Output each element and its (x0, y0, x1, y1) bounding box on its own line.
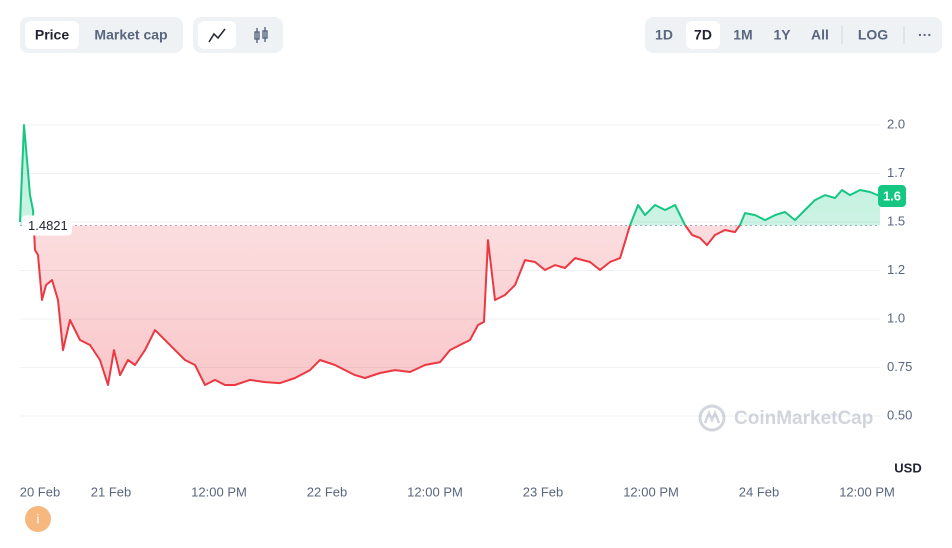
x-tick-label: 21 Feb (91, 484, 131, 499)
range-1d[interactable]: 1D (655, 27, 673, 43)
tab-active-bg (25, 21, 79, 49)
baseline-label: 1.4821 (28, 218, 68, 233)
candle-icon[interactable] (254, 27, 268, 43)
range-active-bg (686, 21, 720, 49)
baseline-tag (22, 215, 72, 236)
range-1y[interactable]: 1Y (773, 27, 791, 43)
x-tick-label: 12:00 PM (623, 484, 679, 499)
x-tick-label: 24 Feb (739, 484, 779, 499)
log-toggle[interactable]: LOG (858, 27, 888, 43)
x-tick-label: 20 Feb (20, 484, 60, 499)
price-line (32, 225, 741, 386)
y-tick-label: 1.5 (887, 213, 905, 228)
plot: 2.0 1.7 1.5 1.2 1.0 0.75 0.50 20 Feb 21 Feb 12:00… (19, 116, 912, 499)
watermark-text: CoinMarketCap (734, 408, 873, 429)
x-tick-label: 12:00 PM (407, 484, 463, 499)
y-tick-label: 1.2 (887, 262, 905, 277)
tab-market-cap[interactable]: Market cap (94, 27, 167, 43)
y-unit: USD (894, 460, 921, 475)
line-icon (208, 28, 226, 43)
watermark: CoinMarketCap (698, 404, 873, 432)
range-7d[interactable]: 7D (694, 27, 712, 43)
more-button[interactable]: ··· (918, 27, 932, 43)
area-fill (33, 225, 740, 385)
x-tick-label: 12:00 PM (839, 484, 895, 499)
range-1m[interactable]: 1M (733, 27, 752, 43)
x-tick-label: 23 Feb (523, 484, 563, 499)
range-all[interactable]: All (811, 27, 829, 43)
line-type-btn[interactable] (198, 21, 236, 49)
price-tag-label: 1.6 (883, 188, 901, 203)
y-tick-label: 1.0 (887, 310, 905, 325)
y-tick-label: 0.75 (887, 359, 912, 374)
info-icon[interactable] (25, 506, 51, 532)
price-tag (878, 185, 906, 208)
tab-price[interactable]: Price (35, 27, 69, 43)
y-tick-label: 2.0 (887, 116, 905, 131)
x-tick-label: 22 Feb (307, 484, 347, 499)
y-tick-label: 1.7 (887, 165, 905, 180)
info-icon-glyph: i (37, 511, 40, 526)
x-tick-label: 12:00 PM (191, 484, 247, 499)
y-tick-label: 0.50 (887, 407, 912, 422)
